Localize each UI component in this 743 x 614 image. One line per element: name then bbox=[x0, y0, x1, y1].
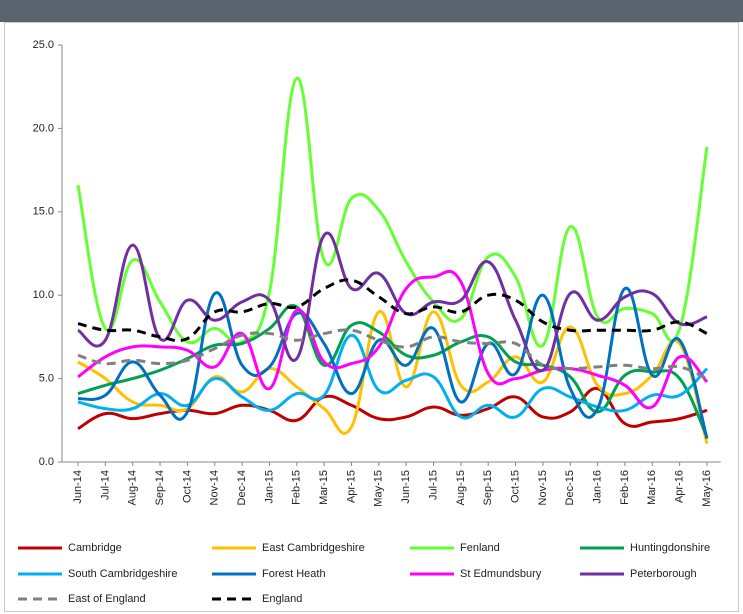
x-tick-label: Mar-15 bbox=[318, 470, 330, 505]
legend-label: Peterborough bbox=[630, 568, 697, 580]
x-tick-label: Mar-16 bbox=[646, 470, 658, 505]
series-line bbox=[77, 278, 708, 343]
x-tick-label: Apr-16 bbox=[674, 470, 686, 503]
legend-label: Huntingdonshire bbox=[630, 542, 710, 554]
x-tick-label: Aug-15 bbox=[455, 470, 467, 505]
x-tick-label: Apr-15 bbox=[345, 470, 357, 503]
y-tick-label: 25.0 bbox=[33, 39, 54, 51]
y-tick-label: 0.0 bbox=[39, 456, 54, 468]
series-line bbox=[77, 269, 709, 410]
series-line bbox=[77, 287, 709, 440]
x-tick-label: May-16 bbox=[701, 470, 713, 507]
legend-label: South Cambridgeshire bbox=[68, 568, 177, 580]
legend-label: East of England bbox=[68, 593, 146, 605]
x-tick-label: Jul-15 bbox=[427, 470, 439, 500]
x-tick-label: Feb-15 bbox=[291, 470, 303, 505]
series-line bbox=[77, 328, 708, 380]
series-line bbox=[76, 76, 709, 348]
x-tick-label: Sep-15 bbox=[482, 470, 494, 505]
x-tick-label: Sep-14 bbox=[154, 470, 166, 505]
x-tick-label: Feb-16 bbox=[619, 470, 631, 505]
legend-label: Cambridge bbox=[68, 542, 122, 554]
x-tick-label: Nov-15 bbox=[537, 470, 549, 505]
header-bar bbox=[0, 0, 743, 22]
legend-label: East Cambridgeshire bbox=[262, 542, 365, 554]
x-tick-label: Oct-14 bbox=[181, 470, 193, 503]
y-tick-label: 15.0 bbox=[33, 206, 54, 218]
x-tick-label: Jul-14 bbox=[99, 470, 111, 500]
x-tick-label: Dec-15 bbox=[564, 470, 576, 505]
y-tick-label: 10.0 bbox=[33, 289, 54, 301]
x-tick-label: Dec-14 bbox=[236, 470, 248, 505]
x-tick-label: Oct-15 bbox=[509, 470, 521, 503]
x-tick-label: May-15 bbox=[373, 470, 385, 507]
y-tick-label: 20.0 bbox=[33, 122, 54, 134]
y-tick-label: 5.0 bbox=[39, 373, 54, 385]
x-tick-label: Aug-14 bbox=[127, 470, 139, 505]
x-tick-label: Jun-14 bbox=[72, 470, 84, 504]
legend-label: Forest Heath bbox=[262, 568, 326, 580]
x-tick-label: Jun-15 bbox=[400, 470, 412, 504]
legend-label: England bbox=[262, 593, 302, 605]
x-tick-label: Nov-14 bbox=[209, 470, 221, 505]
legend-label: St Edmundsbury bbox=[460, 568, 542, 580]
series-line bbox=[77, 231, 708, 373]
x-tick-label: Jan-15 bbox=[263, 470, 275, 504]
legend-label: Fenland bbox=[460, 542, 500, 554]
x-tick-label: Jan-16 bbox=[592, 470, 604, 504]
